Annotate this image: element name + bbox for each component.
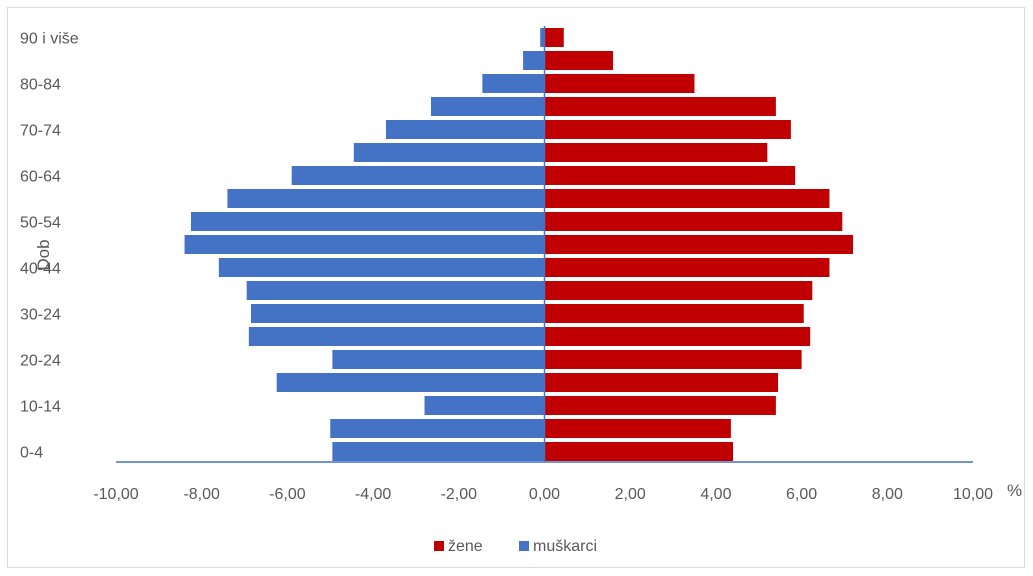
bar-muskarci-75-79 <box>430 97 545 116</box>
x-tick-label: -8,00 <box>183 486 220 503</box>
x-tick-label: 6,00 <box>786 486 817 503</box>
x-tick-label: -10,00 <box>93 486 138 503</box>
bar-zene-70-74 <box>544 120 791 139</box>
x-tick-label: -2,00 <box>441 486 478 503</box>
bar-zene-50-54 <box>544 212 843 231</box>
y-tick-label: 70-74 <box>20 123 61 140</box>
bar-muskarci-85-89 <box>523 51 545 70</box>
bar-zene-60-64 <box>544 166 796 185</box>
y-tick-label: 60-64 <box>20 169 61 186</box>
bar-zene-65-69 <box>544 143 768 162</box>
bar-zene-90-i-više <box>544 28 564 47</box>
bar-muskarci-0-4 <box>332 442 545 461</box>
y-tick-label: 10-14 <box>20 399 61 416</box>
bar-zene-85-89 <box>544 51 614 70</box>
bar-muskarci-55-59 <box>227 189 545 208</box>
x-tick-labels: -10,00 -8,00 -6,00 -4,00 -2,00 0,00 2,00 4,00 6,… <box>93 486 993 503</box>
y-tick-label: 0-4 <box>20 445 43 462</box>
x-tick-label: 0,00 <box>529 486 560 503</box>
y-tick-label: 90 i više <box>20 31 79 48</box>
bar-zene-45-49 <box>544 235 854 254</box>
bar-muskarci-80-84 <box>482 74 545 93</box>
bar-zene-25-29 <box>544 327 811 346</box>
bar-muskarci-5-9 <box>330 419 545 438</box>
series-muskarci-bars <box>184 28 545 461</box>
x-tick-label: 2,00 <box>615 486 646 503</box>
bar-zene-0-4 <box>544 442 734 461</box>
bar-muskarci-35-39 <box>246 281 545 300</box>
bar-muskarci-90-i-više <box>540 28 545 47</box>
x-tick-label: -6,00 <box>269 486 306 503</box>
bar-muskarci-10-14 <box>424 396 545 415</box>
x-tick-label: 4,00 <box>700 486 731 503</box>
bar-zene-35-39 <box>544 281 813 300</box>
bar-muskarci-20-24 <box>332 350 545 369</box>
bar-zene-55-59 <box>544 189 830 208</box>
x-tick-label: -4,00 <box>355 486 392 503</box>
bar-zene-10-14 <box>544 396 776 415</box>
bar-muskarci-15-19 <box>276 373 545 392</box>
bar-muskarci-30-24 <box>250 304 545 323</box>
bar-muskarci-50-54 <box>190 212 545 231</box>
bar-zene-30-24 <box>544 304 804 323</box>
legend-label: muškarci <box>533 538 597 555</box>
x-tick-label: 10,00 <box>953 486 993 503</box>
bar-zene-80-84 <box>544 74 695 93</box>
bar-muskarci-25-29 <box>248 327 545 346</box>
x-axis-unit: % <box>1007 481 1022 500</box>
bar-muskarci-70-74 <box>385 120 545 139</box>
y-tick-label: 30-24 <box>20 307 61 324</box>
bar-zene-40-44 <box>544 258 830 277</box>
y-axis-label: Dob <box>34 239 53 270</box>
y-tick-labels: 0-4 10-14 20-24 30-24 40-44 50-54 60-64 70-74 80… <box>20 31 79 462</box>
legend: žene muškarci <box>434 538 597 555</box>
y-tick-label: 80-84 <box>20 77 61 94</box>
legend-swatch <box>519 541 529 551</box>
legend-swatch <box>434 541 444 551</box>
bar-zene-15-19 <box>544 373 779 392</box>
y-tick-label: 50-54 <box>20 215 61 232</box>
bar-muskarci-45-49 <box>184 235 545 254</box>
series-zene-bars <box>544 28 854 461</box>
bar-muskarci-60-64 <box>291 166 545 185</box>
x-tick-label: 8,00 <box>872 486 903 503</box>
bar-zene-5-9 <box>544 419 731 438</box>
bar-zene-20-24 <box>544 350 802 369</box>
bar-muskarci-65-69 <box>353 143 545 162</box>
legend-label: žene <box>448 538 483 555</box>
bar-zene-75-79 <box>544 97 776 116</box>
y-tick-label: 20-24 <box>20 353 61 370</box>
bar-muskarci-40-44 <box>218 258 545 277</box>
y-tick-label: 40-44 <box>20 261 61 278</box>
